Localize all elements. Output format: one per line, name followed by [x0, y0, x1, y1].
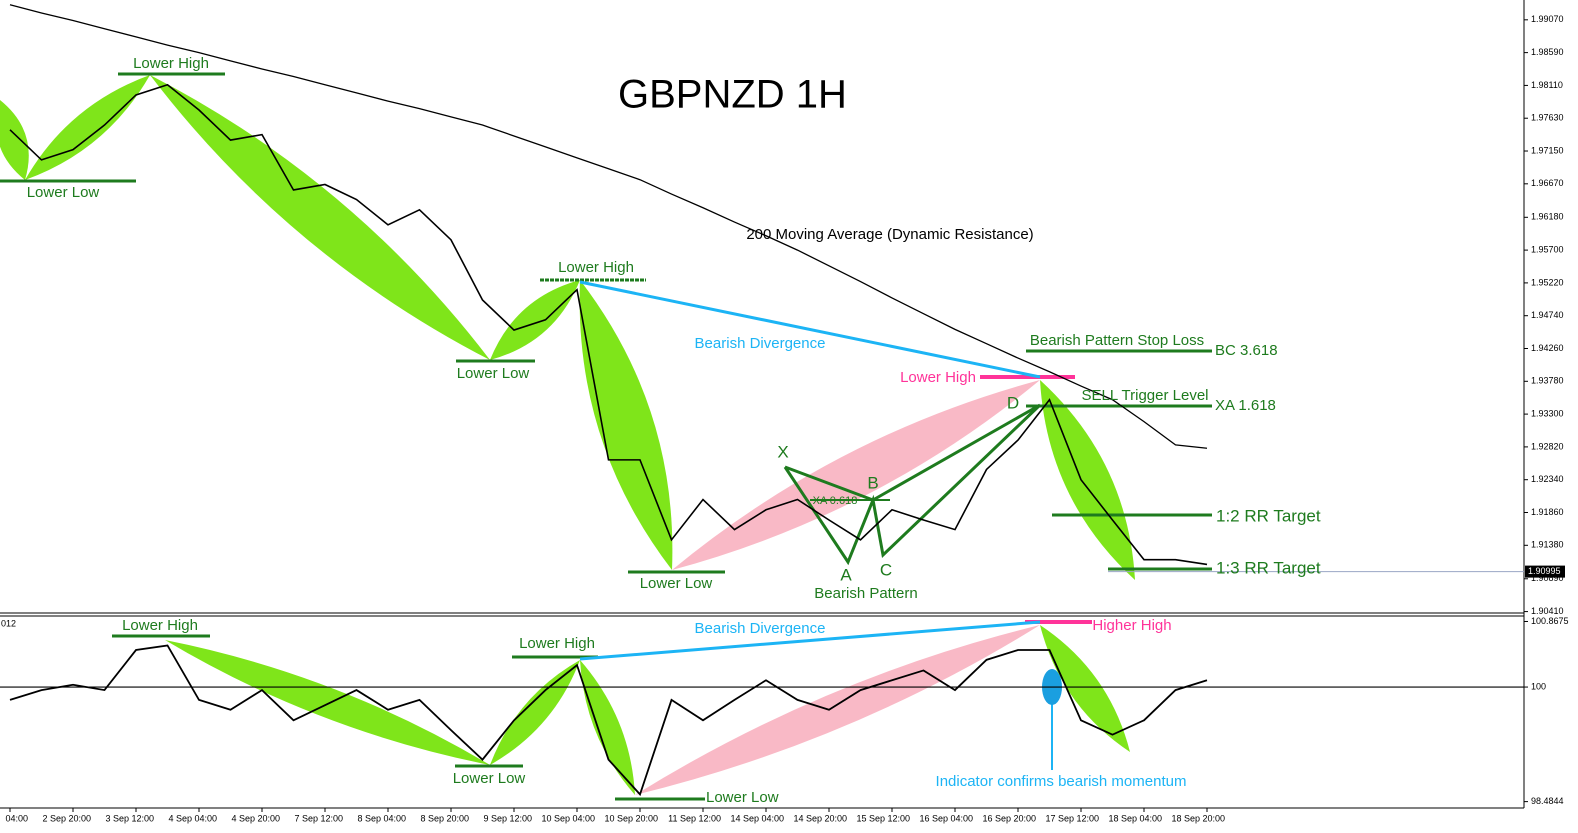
x-tick-label: 7 Sep 12:00 — [294, 813, 343, 823]
annotation: 012 — [1, 618, 16, 628]
annotation: Indicator confirms bearish momentum — [936, 773, 1187, 790]
y-tick-label: 100.8675 — [1531, 616, 1569, 626]
swing-band — [490, 660, 580, 765]
x-tick-label: 15 Sep 12:00 — [856, 813, 910, 823]
y-tick-label: 98.4844 — [1531, 796, 1564, 806]
annotation: Lower High — [133, 55, 209, 72]
swing-band — [580, 660, 635, 795]
swing-band — [635, 625, 1040, 795]
y-tick-label: 1.98110 — [1531, 80, 1563, 90]
annotation: BC 3.618 — [1215, 342, 1278, 359]
annotation: D — [1007, 393, 1019, 412]
y-tick-label: 1.93780 — [1531, 376, 1564, 386]
y-tick-label: 1.97630 — [1531, 113, 1564, 123]
y-tick-label: 100 — [1531, 681, 1546, 691]
last-price-box — [1525, 565, 1565, 578]
x-tick-label: 14 Sep 04:00 — [730, 813, 784, 823]
annotation: Lower Low — [27, 184, 100, 201]
levels — [0, 72, 1212, 801]
y-tick-label: 1.90410 — [1531, 606, 1564, 616]
annotation: Bearish Pattern — [814, 585, 917, 602]
annotation: A — [840, 565, 852, 584]
x-tick-label: 2 Sep 20:00 — [42, 813, 91, 823]
swing-band — [579, 280, 673, 570]
y-tick-label: 1.90890 — [1531, 573, 1564, 583]
x-tick-label: 16 Sep 04:00 — [919, 813, 973, 823]
divergence-line — [579, 280, 1041, 379]
swing-band — [0, 100, 29, 180]
annotation: C — [880, 560, 892, 579]
annotation: XA 1.618 — [1215, 397, 1276, 414]
y-tick-label: 1.97150 — [1531, 145, 1564, 155]
series-line — [9, 644, 1208, 797]
y-tick-label: 1.93300 — [1531, 408, 1564, 418]
annotation: 1:3 RR Target — [1216, 558, 1321, 577]
swing-band — [150, 75, 490, 360]
swing-band — [672, 380, 1040, 570]
annotation: Lower Low — [640, 575, 713, 592]
ma-label: 200 Moving Average (Dynamic Resistance) — [746, 226, 1033, 243]
annotation: Lower High — [519, 635, 595, 652]
annotation: Lower Low — [457, 365, 530, 382]
annotation: Bearish Pattern Stop Loss — [1030, 332, 1204, 349]
chart-title: GBPNZD 1H — [618, 73, 847, 117]
y-tick-label: 1.96180 — [1531, 212, 1564, 222]
swing-band — [25, 75, 150, 180]
swing-band — [1040, 380, 1135, 580]
annotation: Lower Low — [453, 770, 526, 787]
y-tick-label: 1.98590 — [1531, 47, 1564, 57]
annotation: X — [777, 442, 788, 461]
y-tick-label: 1.92340 — [1531, 474, 1564, 484]
x-tick-label: 16 Sep 20:00 — [982, 813, 1036, 823]
x-tick-label: 8 Sep 20:00 — [420, 813, 469, 823]
annotation: Lower High — [558, 259, 634, 276]
x-tick-label: 04:00 — [5, 813, 28, 823]
x-tick-label: 8 Sep 04:00 — [357, 813, 406, 823]
annotation: XA 0.618 — [813, 495, 858, 507]
x-tick-label: 14 Sep 20:00 — [793, 813, 847, 823]
x-tick-label: 18 Sep 04:00 — [1108, 813, 1162, 823]
annotation: Lower Low — [706, 789, 779, 806]
annotation: Higher High — [1092, 617, 1171, 634]
swing-band — [490, 280, 580, 360]
annotation: Lower High — [122, 617, 198, 634]
x-tick-label: 18 Sep 20:00 — [1171, 813, 1225, 823]
y-tick-label: 1.99070 — [1531, 14, 1564, 24]
annotation: Bearish Divergence — [695, 335, 826, 352]
last-price-label: 1.90995 — [1528, 566, 1561, 576]
series-line — [9, 83, 1208, 566]
x-tick-label: 10 Sep 04:00 — [541, 813, 595, 823]
y-tick-label: 1.92820 — [1531, 441, 1564, 451]
swing-band — [165, 640, 490, 765]
y-tick-label: 1.95220 — [1531, 277, 1564, 287]
y-tick-label: 1.91380 — [1531, 540, 1564, 550]
x-tick-label: 17 Sep 12:00 — [1045, 813, 1099, 823]
annotation: Bearish Divergence — [695, 620, 826, 637]
x-tick-label: 4 Sep 04:00 — [168, 813, 217, 823]
swing-bands — [0, 75, 1135, 795]
y-tick-label: 1.94260 — [1531, 343, 1564, 353]
x-tick-label: 11 Sep 12:00 — [668, 813, 721, 823]
y-tick-label: 1.94740 — [1531, 310, 1564, 320]
divergence-line — [579, 620, 1041, 661]
x-tick-label: 4 Sep 20:00 — [231, 813, 280, 823]
series-line — [9, 4, 1208, 449]
annotation: 1:2 RR Target — [1216, 506, 1321, 525]
x-tick-label: 9 Sep 12:00 — [483, 813, 532, 823]
y-tick-label: 1.96670 — [1531, 178, 1564, 188]
annotation: Lower High — [900, 369, 976, 386]
annotation: B — [867, 473, 878, 492]
swing-band — [1040, 625, 1130, 752]
y-tick-label: 1.95700 — [1531, 244, 1564, 254]
x-tick-label: 10 Sep 20:00 — [604, 813, 658, 823]
y-tick-label: 1.91860 — [1531, 507, 1564, 517]
x-tick-label: 3 Sep 12:00 — [105, 813, 154, 823]
annotation: SELL Trigger Level — [1081, 387, 1208, 404]
